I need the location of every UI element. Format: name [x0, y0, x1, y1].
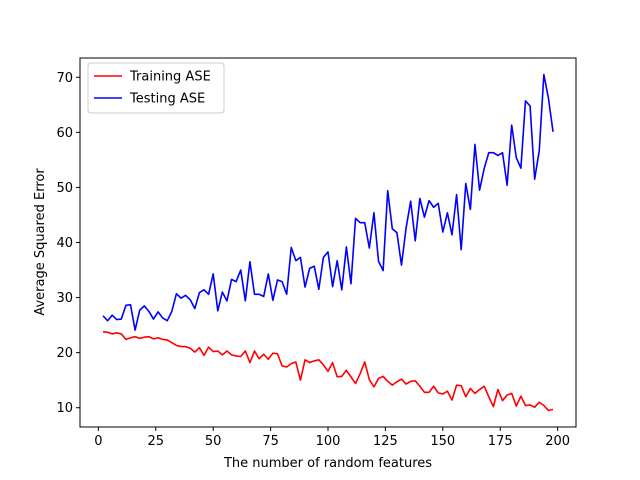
series-line-testing-ase	[102, 73, 554, 331]
x-tick-label: 125	[373, 434, 398, 449]
y-axis-ticks: 10 20 30 40 50 60 70	[56, 71, 80, 416]
x-tick-label: 50	[205, 434, 222, 449]
x-tick-label: 200	[545, 434, 570, 449]
y-axis-label: Average Squared Error	[33, 168, 48, 316]
y-tick-label: 50	[56, 181, 73, 196]
y-tick-label: 10	[56, 401, 73, 416]
legend-label-testing-ase: Testing ASE	[129, 92, 205, 107]
legend-label-training-ase: Training ASE	[129, 70, 211, 85]
series-layer	[102, 73, 554, 412]
y-tick-label: 30	[56, 291, 73, 306]
x-tick-label: 150	[430, 434, 455, 449]
series-line-training-ase	[102, 330, 554, 412]
x-tick-label: 75	[262, 434, 279, 449]
legend: Training ASE Testing ASE	[87, 62, 225, 114]
x-axis-ticks: 0 25 50 75 100 125 150 175 200	[94, 427, 570, 449]
y-tick-label: 40	[56, 236, 73, 251]
y-tick-label: 60	[56, 126, 73, 141]
x-axis-label: The number of random features	[223, 456, 432, 471]
x-tick-label: 100	[316, 434, 341, 449]
legend-entries: Training ASE Testing ASE	[94, 70, 211, 107]
x-tick-label: 175	[488, 434, 513, 449]
x-tick-label: 0	[94, 434, 102, 449]
y-tick-label: 70	[56, 71, 73, 86]
y-tick-label: 20	[56, 346, 73, 361]
x-tick-label: 25	[148, 434, 165, 449]
